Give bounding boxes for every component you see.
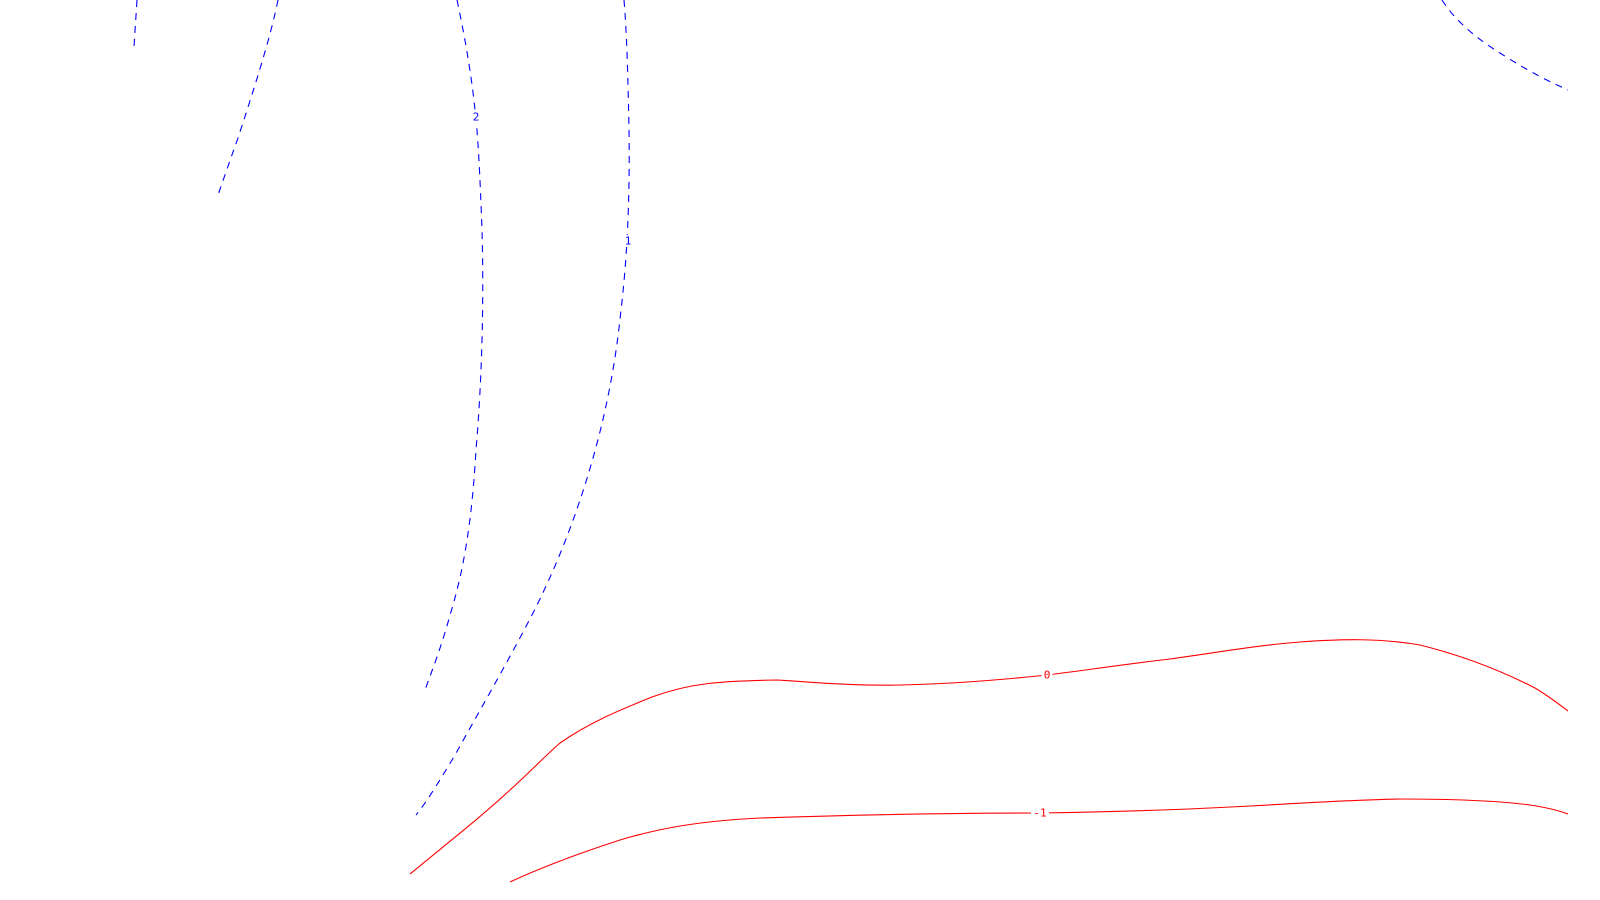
contour-label-bg-c-2-main [470,111,482,123]
contour-labels: 2 1 0 -1 [470,111,1053,820]
contour-label-c-neg1: -1 [1033,807,1046,820]
contour-label-bg-c-1-main [622,235,634,247]
contour-line-c-2-left [133,0,138,48]
contour-label-c-0: 0 [1044,669,1051,682]
contour-line-c-1-main [415,0,630,816]
contour-line-c-0 [409,639,1569,875]
contour-label-bg-c-0 [1041,669,1053,681]
contour-label-bg-c-neg1 [1031,807,1049,819]
contour-label-c-1-main: 1 [625,235,632,248]
contour-line-c-2-upper [217,0,279,196]
contour-label-c-2-main: 2 [473,111,480,124]
contour-line-c-2-main [424,0,484,691]
contour-line-c-neg1 [509,798,1569,883]
contour-lines [133,0,1569,883]
